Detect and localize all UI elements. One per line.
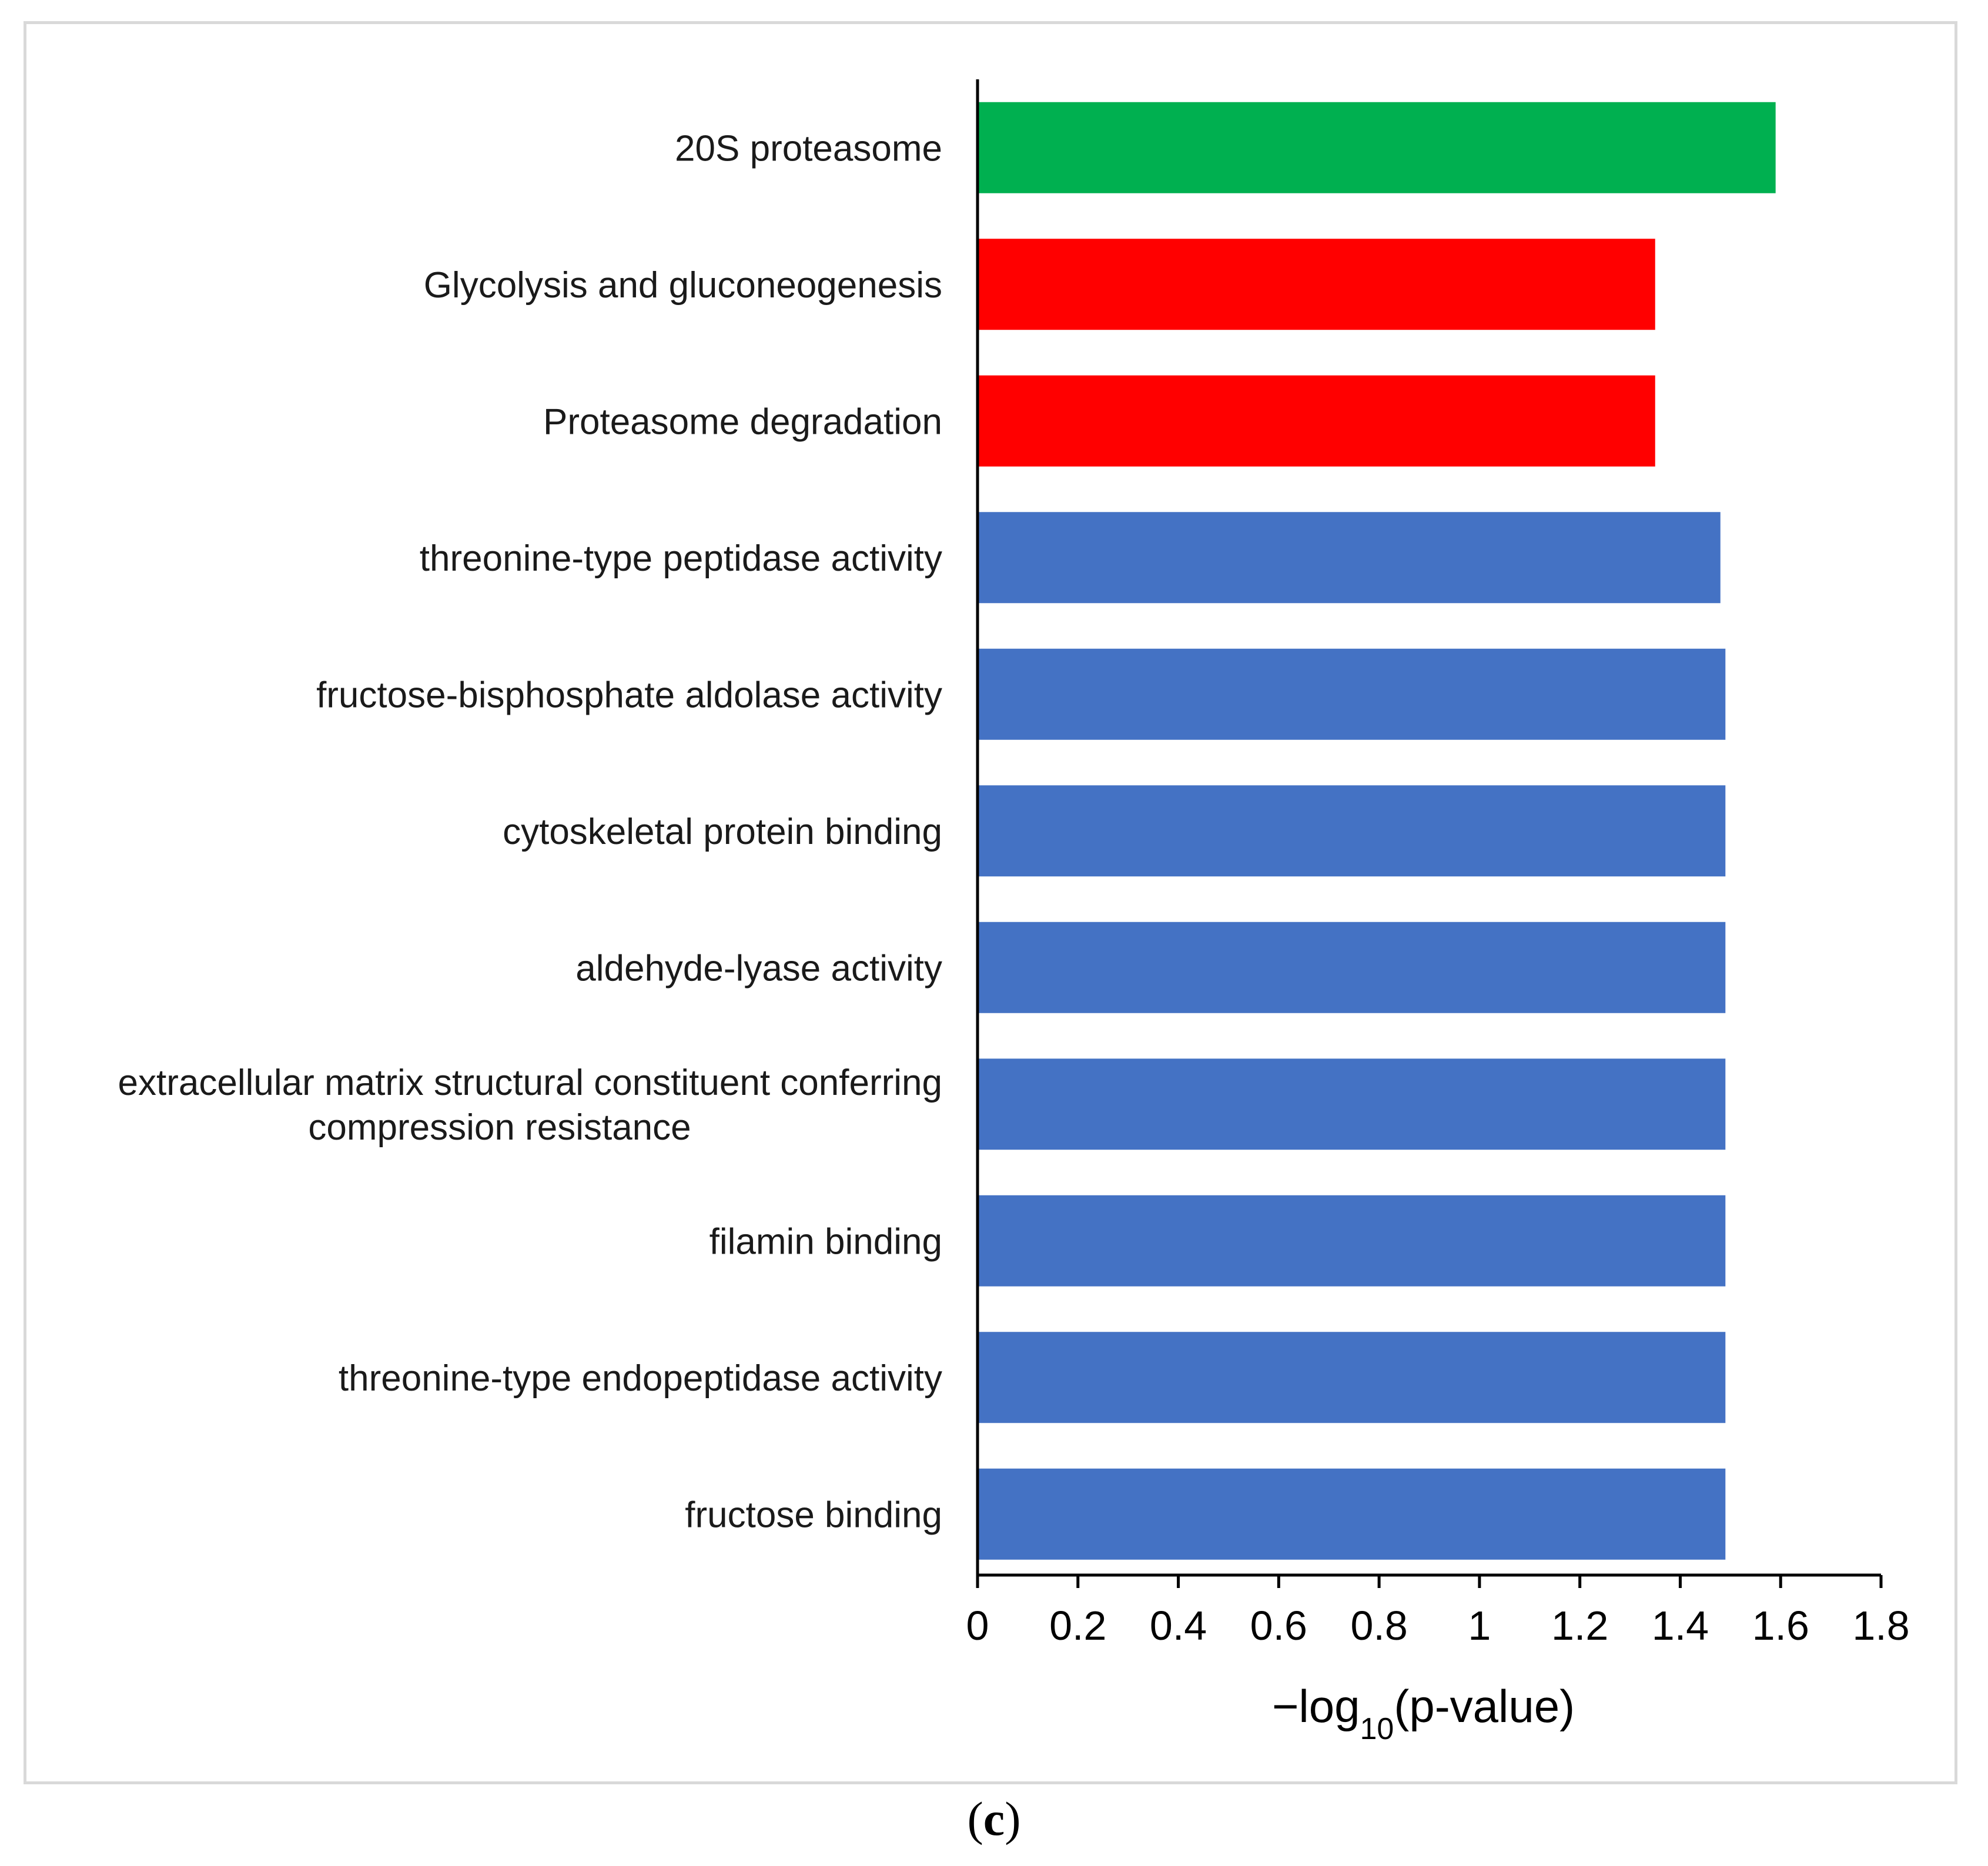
category-label-8: filamin binding bbox=[709, 1221, 942, 1262]
bar-4 bbox=[978, 648, 1726, 740]
bar-9 bbox=[978, 1332, 1726, 1423]
bar-8 bbox=[978, 1195, 1726, 1287]
category-label-2: Proteasome degradation bbox=[543, 401, 942, 442]
category-label-1: Glycolysis and gluconeogenesis bbox=[424, 265, 942, 306]
category-label-0: 20S proteasome bbox=[675, 128, 942, 169]
bar-chart: 20S proteasome Glycolysis and gluconeogen… bbox=[118, 79, 1910, 1746]
bar-1 bbox=[978, 239, 1655, 330]
panel-letter: c bbox=[983, 1792, 1005, 1845]
x-tick-label-3: 0.6 bbox=[1250, 1603, 1307, 1649]
x-tick-label-4: 0.8 bbox=[1350, 1603, 1407, 1649]
bar-3 bbox=[978, 512, 1721, 604]
category-label-5: cytoskeletal protein binding bbox=[503, 812, 942, 852]
category-label-3: threonine-type peptidase activity bbox=[420, 538, 942, 579]
bar-5 bbox=[978, 785, 1726, 877]
bar-10 bbox=[978, 1468, 1726, 1560]
x-tick-label-1: 0.2 bbox=[1049, 1603, 1106, 1649]
x-tick-label-7: 1.4 bbox=[1652, 1603, 1709, 1649]
category-label-7-line-1: compression resistance bbox=[308, 1107, 691, 1148]
panel-label: (c) bbox=[967, 1792, 1021, 1845]
x-tick-label-6: 1.2 bbox=[1551, 1603, 1608, 1649]
category-label-9: threonine-type endopeptidase activity bbox=[339, 1358, 942, 1399]
x-tick-label-2: 0.4 bbox=[1150, 1603, 1207, 1649]
category-label-10: fructose binding bbox=[685, 1495, 942, 1535]
category-label-6: aldehyde-lyase activity bbox=[575, 948, 942, 989]
x-tick-label-9: 1.8 bbox=[1852, 1603, 1909, 1649]
x-tick-label-5: 1 bbox=[1468, 1603, 1491, 1649]
x-axis-title: −log10(p-value) bbox=[1272, 1680, 1575, 1746]
bar-2 bbox=[978, 375, 1655, 467]
category-label-7-line-0: extracellular matrix structural constitu… bbox=[118, 1063, 942, 1103]
bar-7 bbox=[978, 1058, 1726, 1150]
category-label-4: fructose-bisphosphate aldolase activity bbox=[316, 675, 942, 715]
x-tick-label-8: 1.6 bbox=[1752, 1603, 1809, 1649]
bar-6 bbox=[978, 922, 1726, 1013]
x-tick-label-0: 0 bbox=[966, 1603, 989, 1649]
bar-0 bbox=[978, 102, 1776, 193]
